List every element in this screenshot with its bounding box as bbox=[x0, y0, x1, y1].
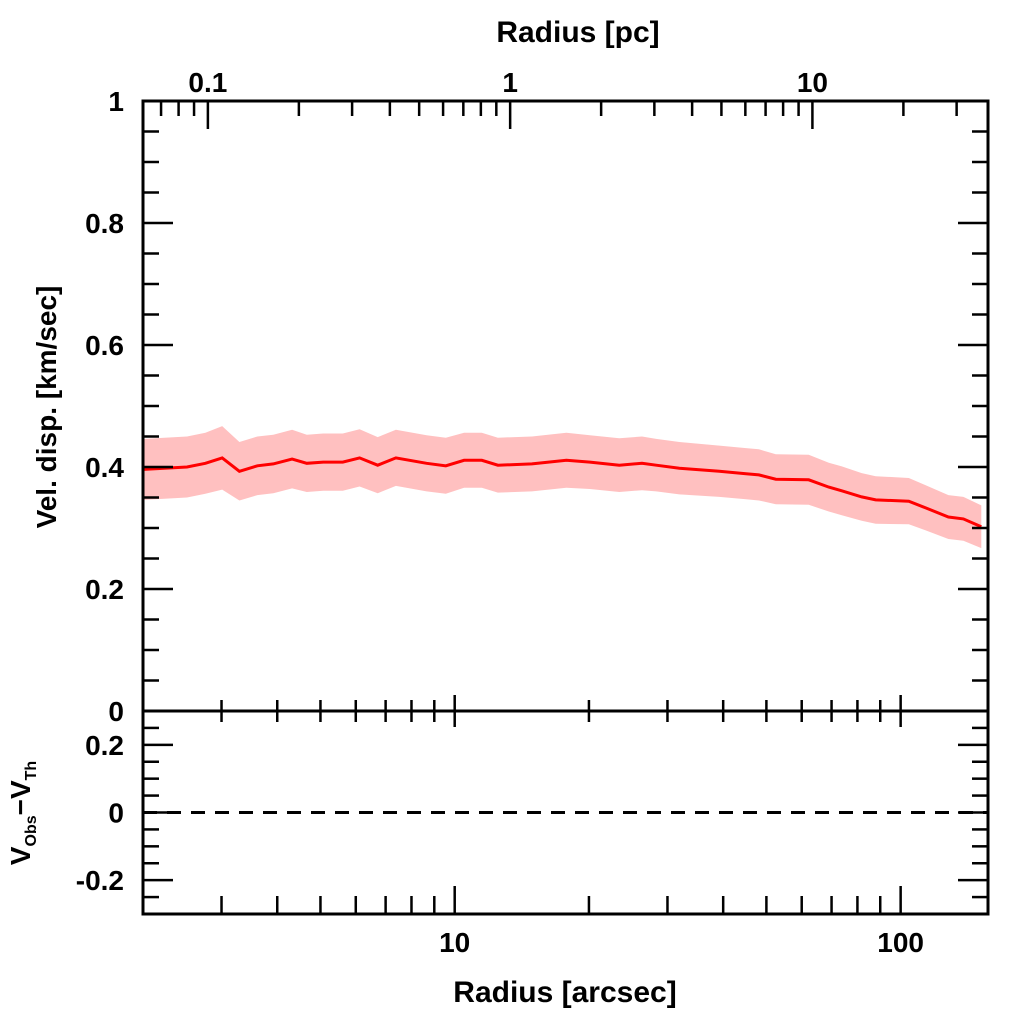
top-panel-ytick-label: 0.8 bbox=[85, 208, 124, 239]
top-xtick-label: 1 bbox=[502, 67, 518, 98]
bottom-panel-ylabel: VObs−VTh bbox=[5, 761, 40, 865]
error-band bbox=[144, 426, 982, 549]
ylabel-sub-th: Th bbox=[23, 761, 40, 781]
bottom-panel-ytick-label: 0.2 bbox=[85, 730, 124, 761]
bottom-xtick-label: 10 bbox=[439, 927, 470, 958]
top-xaxis-title: Radius [pc] bbox=[496, 16, 659, 49]
plot-frame bbox=[141, 99, 990, 916]
bottom-xtick-label: 100 bbox=[877, 927, 924, 958]
top-xtick-label: 0.1 bbox=[188, 67, 227, 98]
series-line bbox=[143, 456, 982, 529]
ylabel-sub-obs: Obs bbox=[23, 815, 40, 846]
top-panel-ylabel: Vel. disp. [km/sec] bbox=[31, 286, 62, 529]
bottom-panel-ytick-label: -0.2 bbox=[76, 865, 124, 896]
bottom-panel-ytick-label: 0 bbox=[108, 798, 124, 829]
ylabel-mid: −V bbox=[5, 780, 36, 815]
top-xtick-label: 10 bbox=[797, 67, 828, 98]
top-panel-ytick-label: 0.2 bbox=[85, 574, 124, 605]
top-panel-ytick-label: 0 bbox=[108, 696, 124, 727]
ylabel-v1: V bbox=[5, 846, 36, 865]
top-panel-ytick-label: 0.4 bbox=[85, 452, 124, 483]
bottom-xaxis-title: Radius [arcsec] bbox=[453, 976, 676, 1009]
top-panel-ytick-label: 1 bbox=[108, 86, 124, 117]
top-panel-ytick-label: 0.6 bbox=[85, 330, 124, 361]
